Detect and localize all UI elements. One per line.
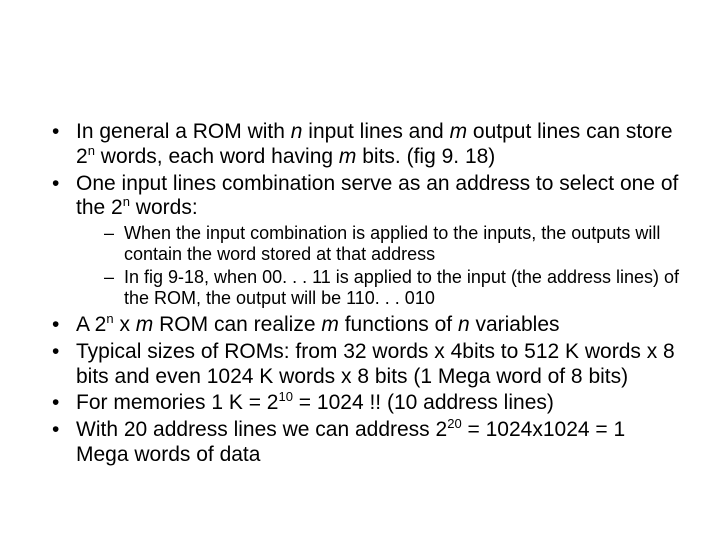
text: words, each word having <box>95 145 339 168</box>
sub-item-2: In fig 9-18, when 00. . . 11 is applied … <box>104 267 680 309</box>
text: x <box>114 313 136 336</box>
text: functions of <box>339 313 458 336</box>
text: words: <box>130 196 198 219</box>
superscript: 10 <box>278 389 292 404</box>
text: Typical sizes of ROMs: from 32 words x 4… <box>76 340 675 388</box>
text: A 2 <box>76 313 106 336</box>
sub-item-1: When the input combination is applied to… <box>104 223 680 265</box>
bullet-item-5: For memories 1 K = 210 = 1024 !! (10 add… <box>40 391 680 416</box>
superscript: n <box>88 143 95 158</box>
bullet-list: In general a ROM with n input lines and … <box>40 120 680 468</box>
var-m: m <box>321 313 339 336</box>
bullet-item-4: Typical sizes of ROMs: from 32 words x 4… <box>40 340 680 390</box>
text: variables <box>470 313 560 336</box>
bullet-item-2: One input lines combination serve as an … <box>40 172 680 309</box>
var-m: m <box>339 145 357 168</box>
text: With 20 address lines we can address 2 <box>76 418 447 441</box>
superscript: 20 <box>447 416 461 431</box>
sub-list: When the input combination is applied to… <box>76 223 680 309</box>
text: input lines and <box>302 120 449 143</box>
text: ROM can realize <box>153 313 321 336</box>
superscript: n <box>123 194 130 209</box>
var-n: n <box>291 120 303 143</box>
text: = 1024 !! (10 address lines) <box>293 391 554 414</box>
bullet-item-3: A 2n x m ROM can realize m functions of … <box>40 313 680 338</box>
var-n: n <box>458 313 470 336</box>
text: For memories 1 K = 2 <box>76 391 278 414</box>
text: In general a ROM with <box>76 120 291 143</box>
text: In fig 9-18, when 00. . . 11 is applied … <box>124 267 679 308</box>
slide: In general a ROM with n input lines and … <box>0 0 720 540</box>
bullet-item-1: In general a ROM with n input lines and … <box>40 120 680 170</box>
text: bits. (fig 9. 18) <box>356 145 495 168</box>
var-m: m <box>450 120 468 143</box>
text: When the input combination is applied to… <box>124 223 660 264</box>
var-m: m <box>136 313 154 336</box>
bullet-item-6: With 20 address lines we can address 220… <box>40 418 680 468</box>
superscript: n <box>106 311 113 326</box>
